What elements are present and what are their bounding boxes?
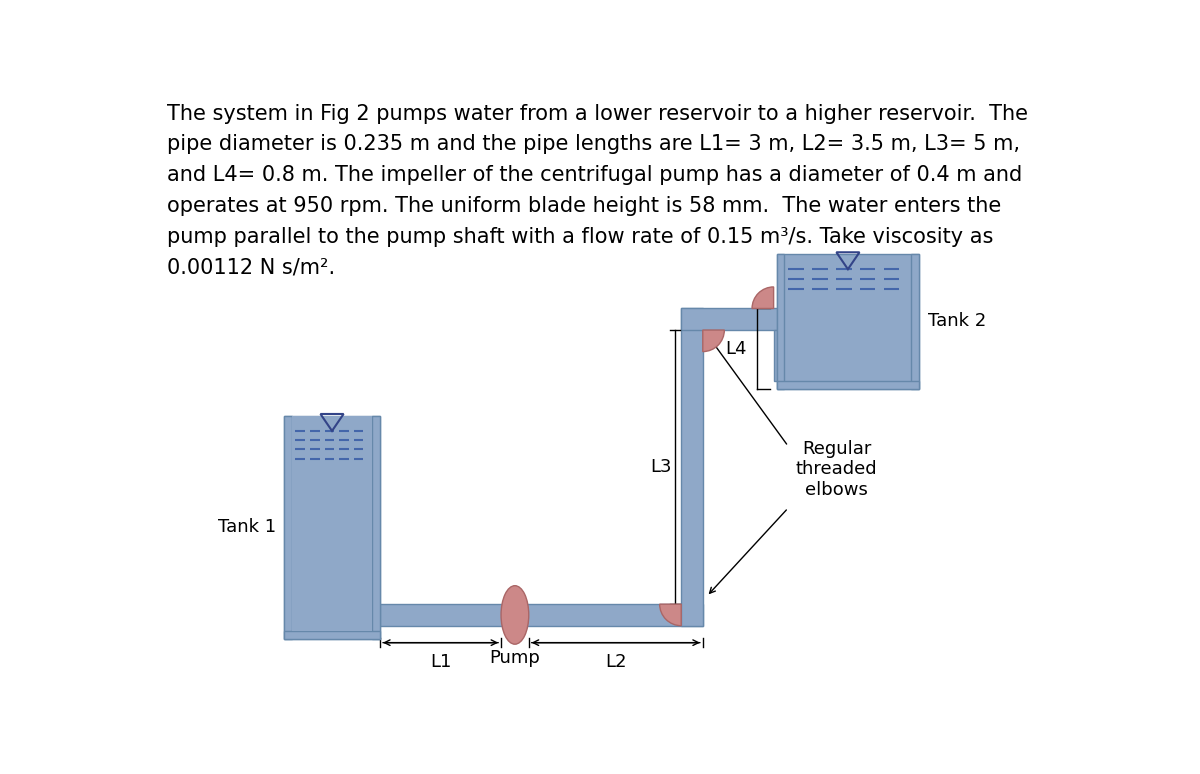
Bar	[372, 604, 703, 625]
Text: Tank 1: Tank 1	[218, 518, 276, 536]
Bar	[682, 309, 796, 330]
Text: Regular
threaded
elbows: Regular threaded elbows	[796, 440, 877, 499]
Text: The system in Fig 2 pumps water from a lower reservoir to a higher reservoir.  T: The system in Fig 2 pumps water from a l…	[167, 104, 1028, 124]
Wedge shape	[660, 604, 682, 625]
Wedge shape	[752, 287, 774, 309]
Text: pipe diameter is 0.235 m and the pipe lengths are L1= 3 m, L2= 3.5 m, L3= 5 m,: pipe diameter is 0.235 m and the pipe le…	[167, 135, 1020, 155]
Ellipse shape	[502, 586, 529, 644]
Text: Tank 2: Tank 2	[929, 312, 986, 330]
Text: L2: L2	[605, 653, 626, 671]
Bar	[292, 416, 372, 631]
Text: 0.00112 N s/m².: 0.00112 N s/m².	[167, 258, 335, 278]
Bar	[284, 416, 292, 639]
Bar	[284, 416, 380, 639]
Wedge shape	[703, 330, 725, 351]
Text: Pump: Pump	[490, 649, 540, 667]
Bar	[284, 631, 380, 639]
Bar	[776, 254, 785, 389]
Text: L1: L1	[430, 653, 451, 671]
Text: L3: L3	[650, 458, 672, 476]
Bar	[912, 254, 919, 389]
Bar	[776, 381, 919, 389]
Text: L4: L4	[725, 340, 746, 358]
Bar	[682, 309, 703, 625]
Text: pump parallel to the pump shaft with a flow rate of 0.15 m³/s. Take viscosity as: pump parallel to the pump shaft with a f…	[167, 227, 994, 247]
Text: operates at 950 rpm. The uniform blade height is 58 mm.  The water enters the: operates at 950 rpm. The uniform blade h…	[167, 196, 1001, 216]
Text: and L4= 0.8 m. The impeller of the centrifugal pump has a diameter of 0.4 m and: and L4= 0.8 m. The impeller of the centr…	[167, 166, 1022, 185]
Bar	[776, 254, 919, 389]
Bar	[372, 416, 380, 639]
Bar	[774, 330, 796, 381]
